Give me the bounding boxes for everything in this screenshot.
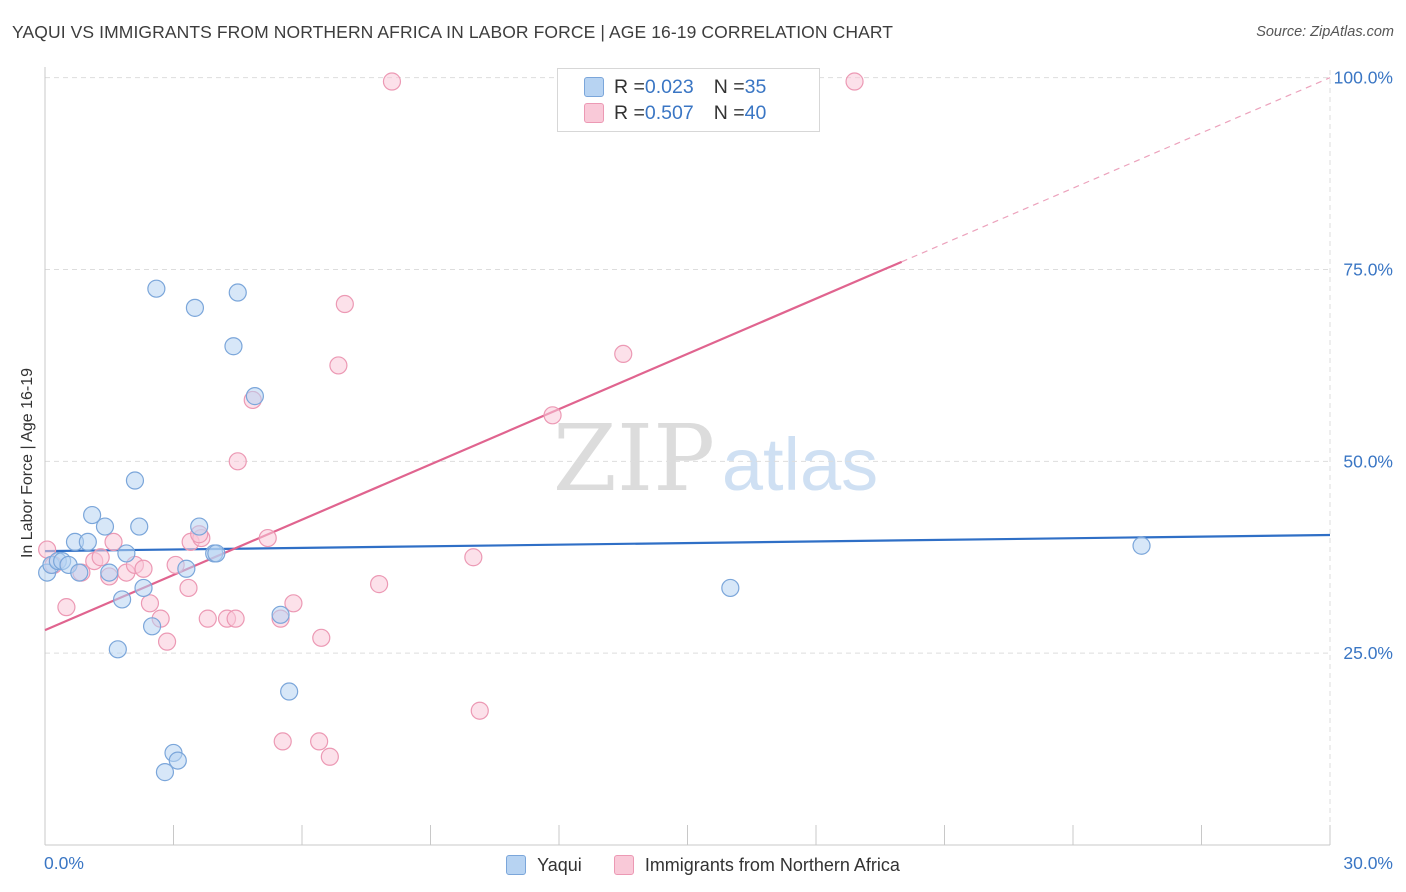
yaqui-point bbox=[142, 617, 162, 636]
legend-swatch-africa bbox=[613, 855, 634, 875]
yaqui-point bbox=[155, 763, 175, 782]
yaqui-point bbox=[112, 590, 132, 609]
africa-point bbox=[329, 356, 348, 375]
data-points bbox=[38, 72, 1151, 782]
r-value: 0.507 bbox=[644, 101, 694, 124]
africa-point bbox=[134, 559, 153, 578]
yaqui-point bbox=[185, 298, 205, 317]
trend-line-africa-extension bbox=[901, 77, 1331, 263]
legend-label-africa: Immigrants from Northern Africa bbox=[644, 854, 900, 875]
africa-point bbox=[464, 548, 483, 567]
source-credit: Source: ZipAtlas.com bbox=[1256, 24, 1394, 40]
africa-point bbox=[845, 72, 864, 91]
yaqui-point bbox=[83, 505, 102, 525]
africa-point bbox=[226, 609, 245, 628]
y-tick-label: 25.0% bbox=[1343, 643, 1393, 663]
yaqui-point bbox=[168, 751, 187, 770]
africa-point bbox=[284, 594, 303, 613]
swatch-africa bbox=[584, 103, 604, 123]
x-tick-label-min: 0.0% bbox=[44, 853, 84, 873]
africa-point bbox=[382, 72, 402, 91]
r-value: 0.023 bbox=[644, 75, 694, 98]
africa-point bbox=[179, 578, 198, 598]
y-tick-label: 100.0% bbox=[1334, 68, 1393, 88]
yaqui-point bbox=[70, 563, 89, 582]
series-legend: Yaqui Immigrants from Northern Africa bbox=[0, 851, 1406, 879]
tick-labels: 25.0% 50.0% 75.0% 100.0% 0.0% 30.0% bbox=[44, 68, 1393, 873]
stats-legend-row-africa: R = 0.507 N = 40 bbox=[584, 100, 766, 126]
africa-point bbox=[335, 294, 354, 314]
africa-point bbox=[91, 548, 110, 567]
y-tick-label: 50.0% bbox=[1343, 451, 1393, 471]
africa-point bbox=[310, 732, 329, 751]
yaqui-point bbox=[125, 471, 145, 490]
yaqui-point bbox=[271, 605, 290, 624]
africa-point bbox=[258, 528, 277, 548]
r-label: R = bbox=[614, 101, 645, 124]
africa-point bbox=[470, 701, 489, 720]
r-label: R = bbox=[614, 75, 645, 98]
africa-point bbox=[312, 628, 331, 647]
chart-title: YAQUI VS IMMIGRANTS FROM NORTHERN AFRICA… bbox=[12, 22, 894, 42]
yaqui-point bbox=[117, 544, 136, 563]
yaqui-point bbox=[108, 640, 127, 659]
africa-point bbox=[57, 598, 76, 617]
yaqui-point bbox=[78, 532, 97, 552]
legend-label-yaqui: Yaqui bbox=[537, 854, 582, 875]
yaqui-point bbox=[245, 387, 264, 406]
africa-point bbox=[228, 452, 247, 471]
yaqui-point bbox=[190, 517, 209, 536]
n-label: N = bbox=[713, 75, 745, 98]
yaqui-point bbox=[95, 517, 115, 536]
yaqui-point bbox=[177, 559, 196, 578]
africa-point bbox=[104, 532, 123, 552]
africa-point bbox=[273, 732, 292, 751]
yaqui-point bbox=[721, 578, 740, 598]
axes bbox=[44, 67, 1331, 846]
africa-point bbox=[543, 406, 562, 425]
n-label: N = bbox=[713, 101, 745, 124]
africa-point bbox=[320, 747, 339, 766]
n-value: 40 bbox=[744, 101, 767, 124]
legend-item-africa[interactable]: Immigrants from Northern Africa bbox=[613, 854, 900, 876]
africa-point bbox=[140, 594, 160, 613]
trend-line-yaqui bbox=[44, 533, 1331, 553]
africa-point bbox=[614, 344, 633, 364]
n-value: 35 bbox=[744, 75, 767, 98]
africa-point bbox=[370, 575, 389, 594]
swatch-yaqui bbox=[584, 77, 604, 97]
yaqui-point bbox=[134, 578, 153, 598]
yaqui-point bbox=[147, 279, 166, 298]
yaqui-point bbox=[224, 337, 243, 356]
legend-swatch-yaqui bbox=[506, 855, 527, 875]
stats-legend-row-yaqui: R = 0.023 N = 35 bbox=[584, 74, 766, 100]
watermark-atlas: atlas bbox=[722, 423, 878, 506]
y-tick-label: 75.0% bbox=[1343, 260, 1393, 280]
yaqui-point bbox=[280, 682, 299, 701]
watermark-zip: ZIP bbox=[553, 405, 715, 512]
yaqui-point bbox=[207, 544, 226, 563]
stats-legend: R = 0.023 N = 35 R = 0.507 N = 40 bbox=[557, 68, 820, 132]
yaqui-point bbox=[130, 517, 149, 536]
africa-point bbox=[157, 632, 177, 651]
yaqui-point bbox=[228, 283, 247, 302]
x-tick-label-max: 30.0% bbox=[1343, 853, 1393, 873]
yaqui-point bbox=[1132, 536, 1151, 555]
yaqui-point bbox=[100, 563, 119, 582]
africa-point bbox=[198, 609, 217, 628]
legend-item-yaqui[interactable]: Yaqui bbox=[506, 855, 582, 876]
